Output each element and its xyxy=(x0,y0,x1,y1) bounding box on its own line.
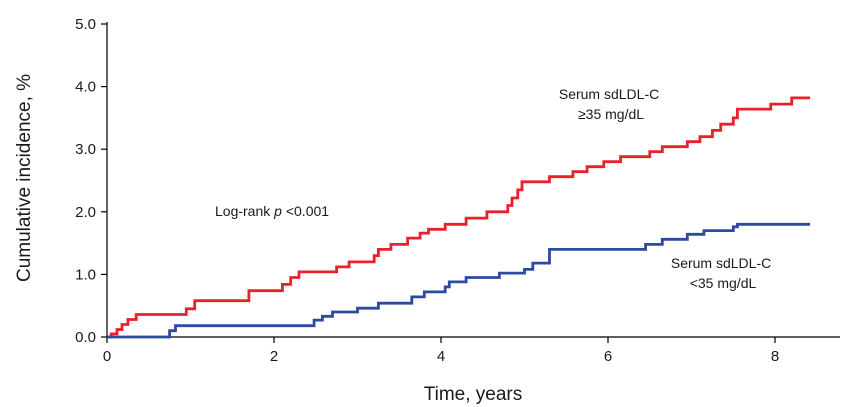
x-tick-label: 0 xyxy=(103,348,111,365)
y-tick-label: 4.0 xyxy=(75,79,96,96)
y-tick-label: 2.0 xyxy=(75,204,96,221)
series-label-high-line1: Serum sdLDL-C xyxy=(559,86,659,102)
series-label-low-line2: <35 mg/dL xyxy=(690,275,757,291)
y-tick-label: 1.0 xyxy=(75,266,96,283)
x-tick-label: 8 xyxy=(771,348,779,365)
series-label-high-line2: ≥35 mg/dL xyxy=(578,106,644,122)
series-layer xyxy=(107,96,811,339)
x-tick-label: 2 xyxy=(270,348,278,365)
x-ticks: 0 2 4 6 8 xyxy=(103,337,779,365)
x-axis-title: Time, years xyxy=(424,384,523,405)
log-rank-value: <0.001 xyxy=(282,203,329,219)
series-label-low-line1: Serum sdLDL-C xyxy=(671,255,771,271)
series-line-high xyxy=(107,96,811,339)
series-label-high: Serum sdLDL-C ≥35 mg/dL xyxy=(559,86,663,122)
y-tick-label: 3.0 xyxy=(75,141,96,158)
x-tick-label: 6 xyxy=(604,348,612,365)
y-ticks: 0.0 1.0 2.0 3.0 4.0 5.0 xyxy=(75,16,107,346)
log-rank-p: p xyxy=(273,203,282,219)
log-rank-prefix: Log-rank xyxy=(215,203,274,219)
y-axis-title: Cumulative incidence, % xyxy=(14,74,35,282)
series-label-low: Serum sdLDL-C <35 mg/dL xyxy=(671,255,775,291)
y-tick-label: 0.0 xyxy=(75,329,96,346)
x-tick-label: 4 xyxy=(437,348,445,365)
series-line-low xyxy=(107,222,811,339)
y-tick-label: 5.0 xyxy=(75,16,96,33)
log-rank-annotation: Log-rank p <0.001 xyxy=(215,203,329,219)
